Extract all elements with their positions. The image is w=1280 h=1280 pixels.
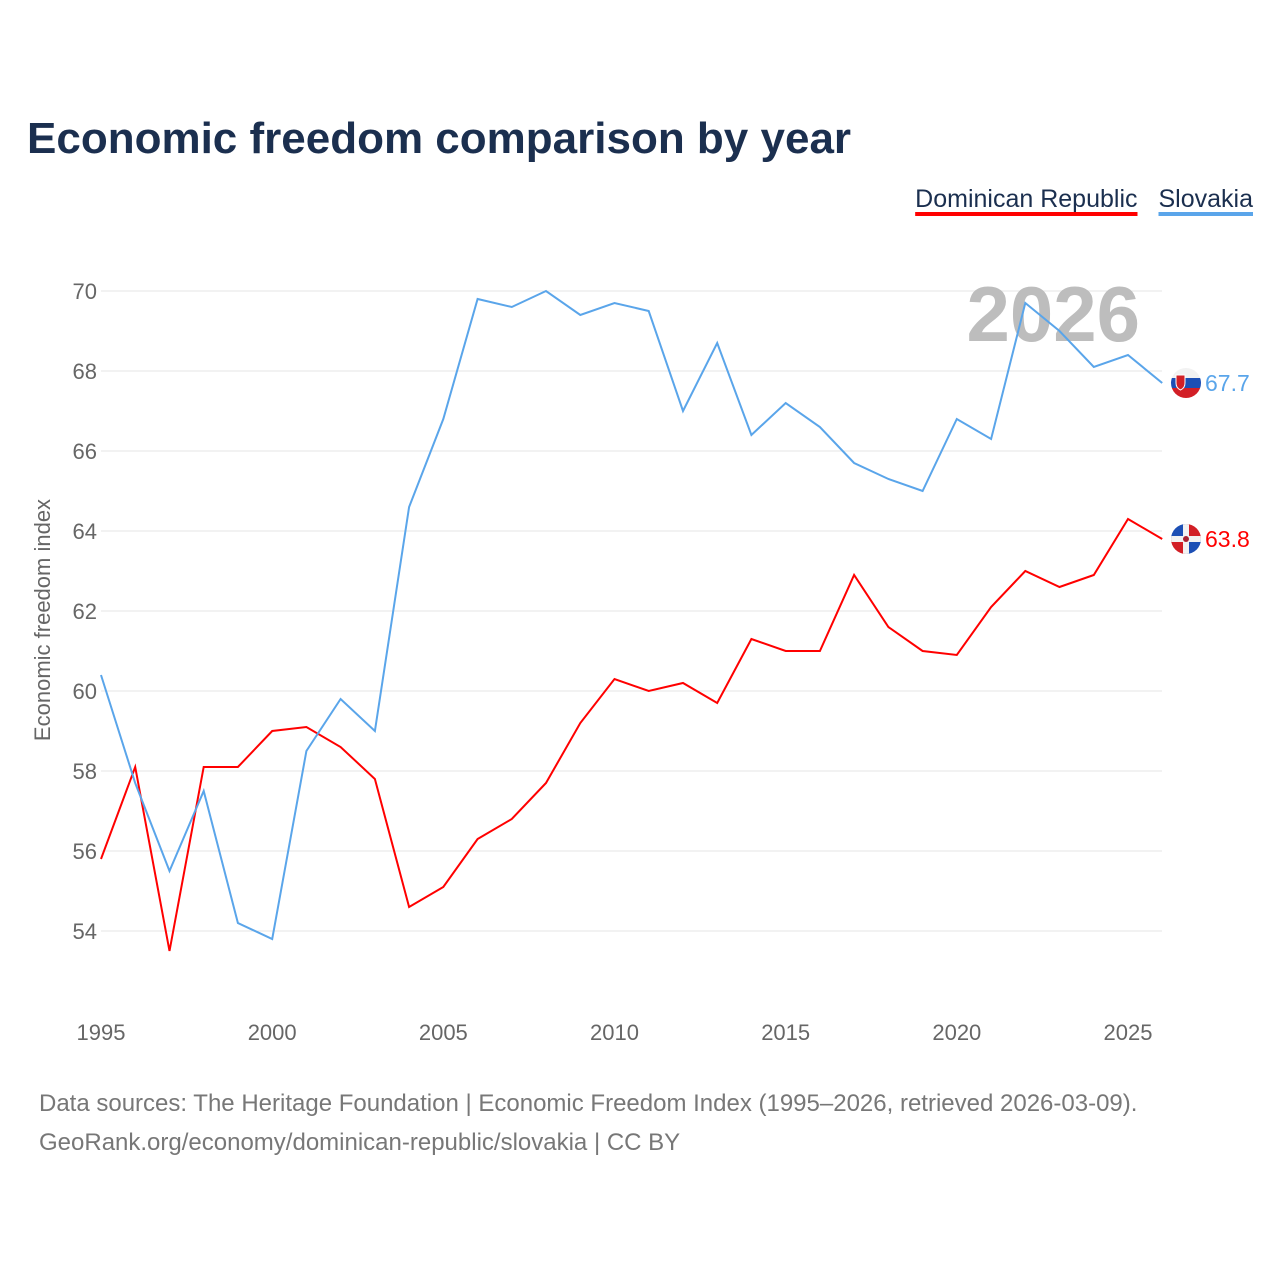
y-tick-label: 56 <box>73 839 97 864</box>
end-labels: 63.8 67.7 <box>1171 368 1250 554</box>
y-tick-label: 64 <box>73 519 97 544</box>
legend-swatch <box>915 212 1138 216</box>
x-tick-label: 2025 <box>1104 1020 1153 1045</box>
series-line-slovakia <box>100 289 1163 941</box>
y-tick-label: 62 <box>73 599 97 624</box>
series-line-dominican-republic <box>100 517 1163 952</box>
legend-swatch <box>1158 212 1253 216</box>
y-tick-label: 66 <box>73 439 97 464</box>
source-text: Data sources: The Heritage Foundation | … <box>39 1090 1137 1117</box>
end-value-label: 63.8 <box>1205 526 1250 552</box>
x-tick-label: 2020 <box>932 1020 981 1045</box>
y-tick-label: 70 <box>73 279 97 304</box>
x-tick-label: 2005 <box>419 1020 468 1045</box>
end-value-label: 67.7 <box>1205 370 1250 396</box>
x-tick-label: 2015 <box>761 1020 810 1045</box>
x-tick-label: 1995 <box>77 1020 126 1045</box>
dominican-republic-flag-icon <box>1171 524 1201 554</box>
x-axis: 1995 2000 2005 2010 2015 2020 2025 <box>77 1020 1153 1045</box>
gridlines: 54 56 58 60 62 64 66 68 70 <box>73 279 1162 944</box>
chart-title: Economic freedom comparison by year <box>27 114 851 163</box>
legend: Slovakia Dominican Republic <box>915 185 1253 216</box>
y-tick-label: 68 <box>73 359 97 384</box>
y-axis-label: Economic freedom index <box>30 499 55 741</box>
x-tick-label: 2010 <box>590 1020 639 1045</box>
slovakia-flag-icon <box>1171 368 1201 398</box>
x-tick-label: 2000 <box>248 1020 297 1045</box>
source-link[interactable]: GeoRank.org/economy/dominican-republic/s… <box>39 1129 680 1156</box>
legend-item[interactable]: Dominican Republic <box>915 185 1137 213</box>
y-tick-label: 54 <box>73 919 97 944</box>
series-lines <box>100 289 1163 952</box>
year-watermark: 2026 <box>966 270 1140 358</box>
legend-item[interactable]: Slovakia <box>1159 185 1254 213</box>
y-tick-label: 58 <box>73 759 97 784</box>
y-tick-label: 60 <box>73 679 97 704</box>
